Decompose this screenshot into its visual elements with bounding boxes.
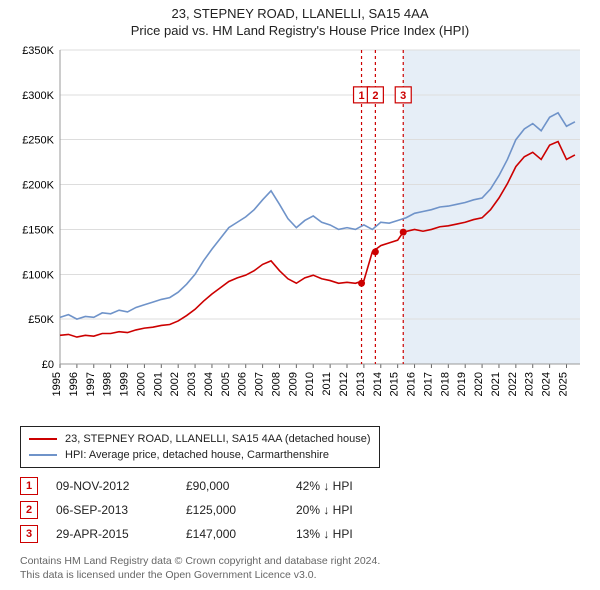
svg-text:£350K: £350K: [22, 45, 54, 57]
svg-text:2009: 2009: [287, 372, 299, 396]
svg-text:2015: 2015: [389, 372, 401, 396]
svg-text:2014: 2014: [372, 372, 384, 396]
svg-text:2025: 2025: [557, 372, 569, 396]
svg-text:£300K: £300K: [22, 90, 54, 102]
svg-text:2000: 2000: [135, 372, 147, 396]
disclaimer-line: This data is licensed under the Open Gov…: [20, 568, 580, 582]
svg-text:2006: 2006: [237, 372, 249, 396]
event-price: £90,000: [186, 479, 296, 493]
svg-text:1999: 1999: [119, 372, 131, 396]
svg-text:2005: 2005: [220, 372, 232, 396]
svg-text:2011: 2011: [321, 372, 333, 396]
price-chart: £0 £50K £100K £150K £200K £250K £300K £350K 1995…: [10, 40, 590, 420]
svg-text:3: 3: [400, 90, 406, 102]
event-row: 2 06-SEP-2013£125,00020% ↓ HPI: [20, 498, 580, 522]
legend-row: 23, STEPNEY ROAD, LLANELLI, SA15 4AA (de…: [29, 431, 371, 447]
svg-text:2019: 2019: [456, 372, 468, 396]
chart-svg: £0 £50K £100K £150K £200K £250K £300K £350K 1995…: [10, 40, 590, 420]
svg-text:1995: 1995: [51, 372, 63, 396]
svg-text:2020: 2020: [473, 372, 485, 396]
events-table: 1 09-NOV-2012£90,00042% ↓ HPI 2 06-SEP-2013…: [20, 474, 580, 546]
svg-text:1997: 1997: [85, 372, 97, 396]
svg-text:1996: 1996: [68, 372, 80, 396]
svg-text:2: 2: [372, 90, 378, 102]
svg-text:2012: 2012: [338, 372, 350, 396]
title-address: 23, STEPNEY ROAD, LLANELLI, SA15 4AA: [10, 6, 590, 21]
event-row: 1 09-NOV-2012£90,00042% ↓ HPI: [20, 474, 580, 498]
svg-text:2004: 2004: [203, 372, 215, 396]
event-date: 29-APR-2015: [56, 527, 186, 541]
svg-text:2013: 2013: [355, 372, 367, 396]
svg-text:£0: £0: [42, 359, 54, 371]
event-delta: 42% ↓ HPI: [296, 479, 353, 493]
svg-text:2010: 2010: [304, 372, 316, 396]
event-row: 3 29-APR-2015£147,00013% ↓ HPI: [20, 522, 580, 546]
svg-text:2023: 2023: [524, 372, 536, 396]
event-badge: 1: [20, 477, 38, 495]
svg-text:2018: 2018: [439, 372, 451, 396]
disclaimer-line: Contains HM Land Registry data © Crown c…: [20, 554, 580, 568]
title-subtitle: Price paid vs. HM Land Registry's House …: [10, 21, 590, 38]
svg-text:1998: 1998: [102, 372, 114, 396]
event-price: £147,000: [186, 527, 296, 541]
svg-text:£200K: £200K: [22, 180, 54, 192]
svg-text:£50K: £50K: [28, 314, 54, 326]
event-date: 06-SEP-2013: [56, 503, 186, 517]
event-delta: 20% ↓ HPI: [296, 503, 353, 517]
legend-label: 23, STEPNEY ROAD, LLANELLI, SA15 4AA (de…: [65, 431, 371, 447]
event-badge: 3: [20, 525, 38, 543]
svg-text:2021: 2021: [490, 372, 502, 396]
svg-text:2003: 2003: [186, 372, 198, 396]
svg-text:2002: 2002: [169, 372, 181, 396]
event-date: 09-NOV-2012: [56, 479, 186, 493]
svg-text:2016: 2016: [406, 372, 418, 396]
legend-label: HPI: Average price, detached house, Carm…: [65, 447, 329, 463]
legend: 23, STEPNEY ROAD, LLANELLI, SA15 4AA (de…: [20, 426, 380, 468]
svg-text:1: 1: [358, 90, 364, 102]
legend-swatch: [29, 454, 57, 456]
svg-text:£100K: £100K: [22, 269, 54, 281]
title-block: 23, STEPNEY ROAD, LLANELLI, SA15 4AA Pri…: [0, 0, 600, 40]
event-delta: 13% ↓ HPI: [296, 527, 353, 541]
svg-text:2007: 2007: [254, 372, 266, 396]
svg-text:£250K: £250K: [22, 135, 54, 147]
svg-text:2001: 2001: [152, 372, 164, 396]
svg-text:2022: 2022: [507, 372, 519, 396]
legend-row: HPI: Average price, detached house, Carm…: [29, 447, 371, 463]
event-badge: 2: [20, 501, 38, 519]
svg-text:£150K: £150K: [22, 224, 54, 236]
svg-text:2008: 2008: [270, 372, 282, 396]
event-price: £125,000: [186, 503, 296, 517]
legend-swatch: [29, 438, 57, 440]
svg-text:2017: 2017: [422, 372, 434, 396]
disclaimer: Contains HM Land Registry data © Crown c…: [20, 554, 580, 582]
svg-text:2024: 2024: [541, 372, 553, 396]
